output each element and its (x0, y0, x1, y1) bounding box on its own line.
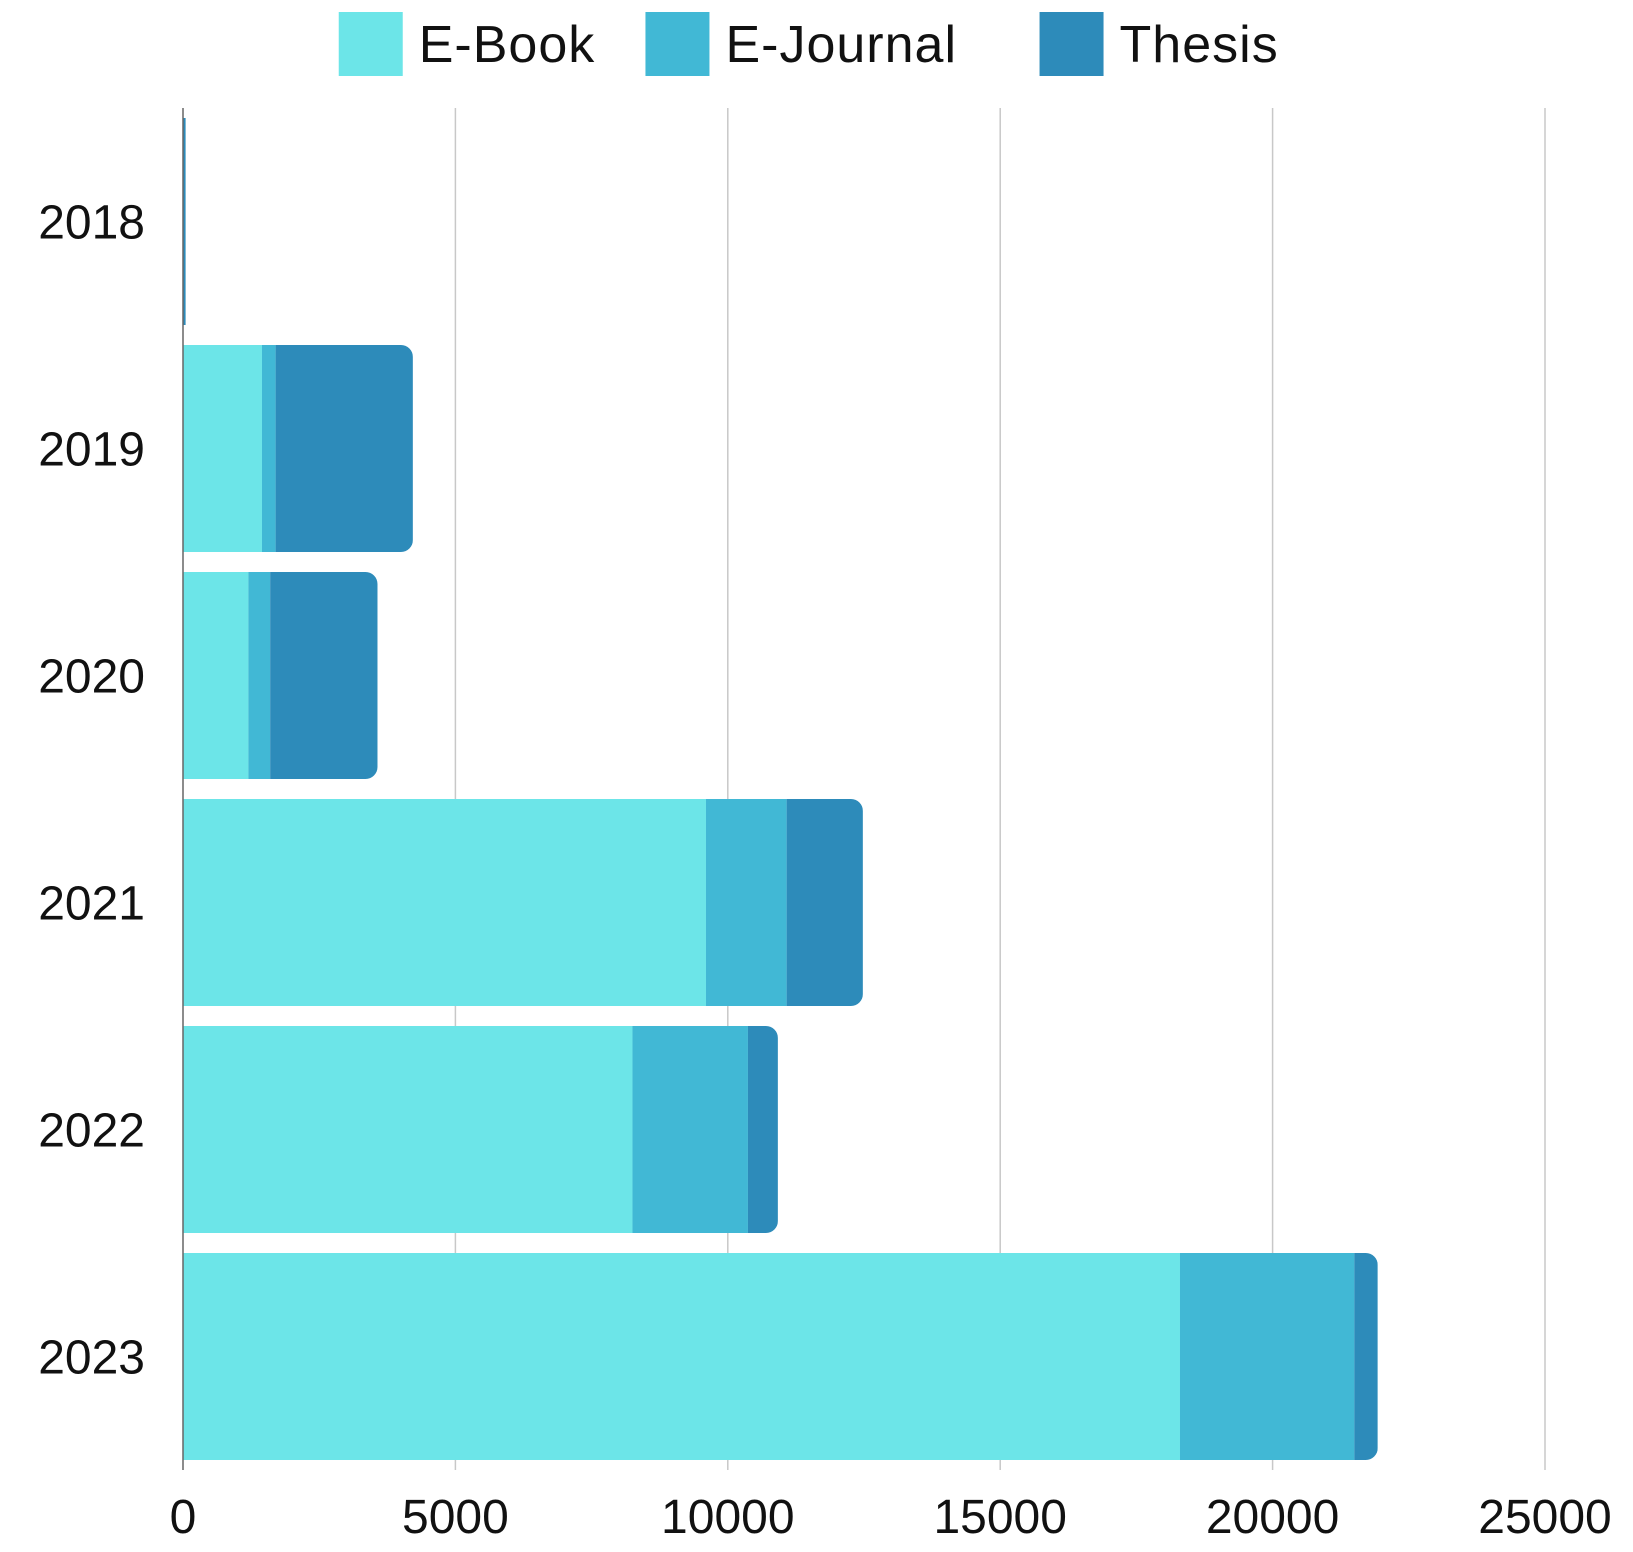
legend-label: E-Book (419, 16, 596, 74)
category-label: 2020 (38, 651, 145, 704)
bar-segment-e-book (183, 1253, 1180, 1460)
bar-segment-e-journal (248, 572, 271, 779)
legend-swatch (1039, 12, 1104, 76)
bar-segment-thesis (1354, 1253, 1378, 1460)
bar-segment-e-book (183, 799, 707, 1006)
category-label: 2023 (38, 1332, 145, 1385)
bar-group-2018 (183, 118, 186, 325)
legend-item: E-Journal (645, 12, 957, 76)
category-label: 2021 (38, 878, 145, 931)
bar-segment-e-journal (706, 799, 787, 1006)
bar-segment-e-journal (1179, 1253, 1355, 1460)
bar-segment-e-journal (632, 1026, 748, 1233)
bar-segment-thesis (270, 572, 378, 779)
legend-swatch (338, 12, 403, 76)
bars (183, 118, 1378, 1460)
x-tick-labels: 0 5000 10000 15000 20000 25000 (170, 1491, 1612, 1544)
bar-segment-e-book (183, 345, 262, 552)
gridlines (454, 108, 1546, 1470)
bar-group-2023 (183, 1253, 1378, 1460)
legend: E-Book E-Journal Thesis (338, 12, 1279, 76)
category-label: 2022 (38, 1105, 145, 1158)
x-tick-label: 25000 (1478, 1491, 1611, 1544)
bar-segment-thesis (747, 1026, 778, 1233)
bar-segment-thesis (183, 118, 186, 325)
bar-segment-e-journal (261, 345, 276, 552)
bar-segment-thesis (275, 345, 413, 552)
bar-group-2022 (183, 1026, 778, 1233)
x-tick-label: 15000 (933, 1491, 1066, 1544)
x-tick-label: 20000 (1206, 1491, 1339, 1544)
legend-swatch (645, 12, 710, 76)
legend-item: Thesis (1039, 12, 1279, 76)
category-labels: 2018 2019 2020 2021 2022 2023 (38, 197, 145, 1385)
x-tick-label: 10000 (661, 1491, 794, 1544)
legend-label: Thesis (1120, 16, 1279, 74)
x-tick-label: 5000 (402, 1491, 509, 1544)
bar-group-2019 (183, 345, 413, 552)
bar-group-2021 (183, 799, 863, 1006)
bar-segment-e-book (183, 572, 249, 779)
bar-segment-e-book (183, 1026, 633, 1233)
bar-group-2020 (183, 572, 378, 779)
bar-segment-thesis (786, 799, 863, 1006)
legend-item: E-Book (338, 12, 596, 76)
category-label: 2018 (38, 197, 145, 250)
legend-label: E-Journal (725, 16, 957, 74)
x-tick-label: 0 (170, 1491, 197, 1544)
category-label: 2019 (38, 424, 145, 477)
